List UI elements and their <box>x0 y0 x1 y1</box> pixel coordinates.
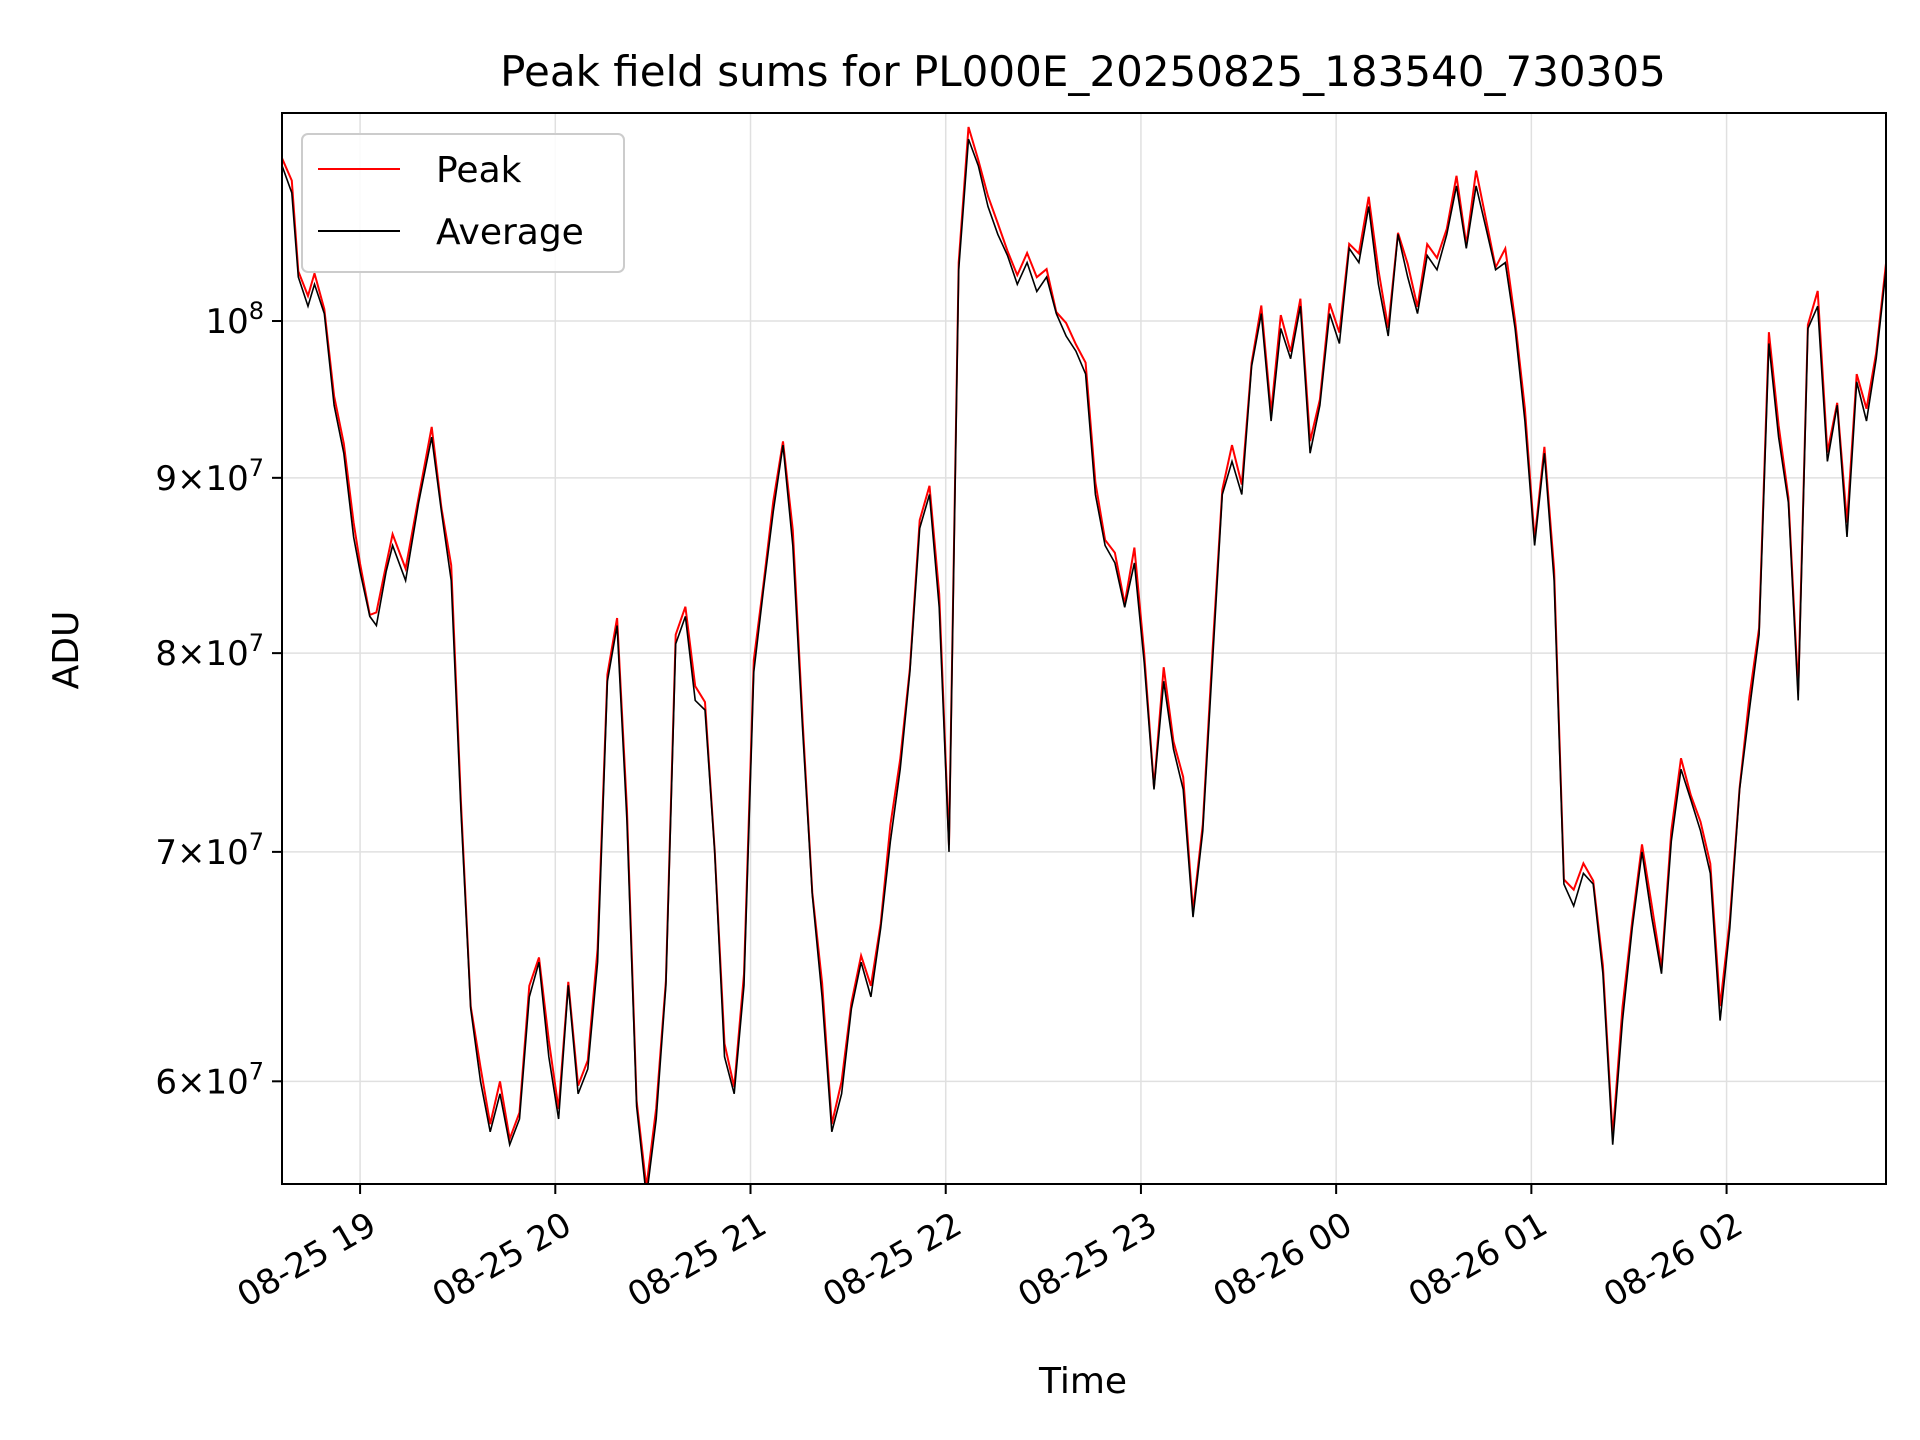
legend-average-label: Average <box>436 212 584 253</box>
y-tick-label: 7×107 <box>155 828 264 873</box>
legend: Peak Average <box>301 133 625 273</box>
y-tick-label: 108 <box>205 297 264 342</box>
series-peak-line <box>282 126 1886 1184</box>
plot-frame <box>281 112 1887 1185</box>
plot-area <box>282 126 1886 1184</box>
y-tick-label: 8×107 <box>155 629 264 674</box>
grid-lines <box>282 113 1886 1184</box>
y-axis-label: ADU <box>46 611 87 690</box>
legend-peak-label: Peak <box>436 150 522 191</box>
y-axis: 6×107 7×107 8×107 9×107 108 <box>155 297 282 1102</box>
x-axis-label: Time <box>1038 1361 1127 1402</box>
chart-title: Peak field sums for PL000E_20250825_1835… <box>500 47 1666 96</box>
y-tick-label: 9×107 <box>155 454 264 499</box>
series-average-line <box>282 138 1886 1184</box>
y-tick-label: 6×107 <box>155 1057 264 1102</box>
